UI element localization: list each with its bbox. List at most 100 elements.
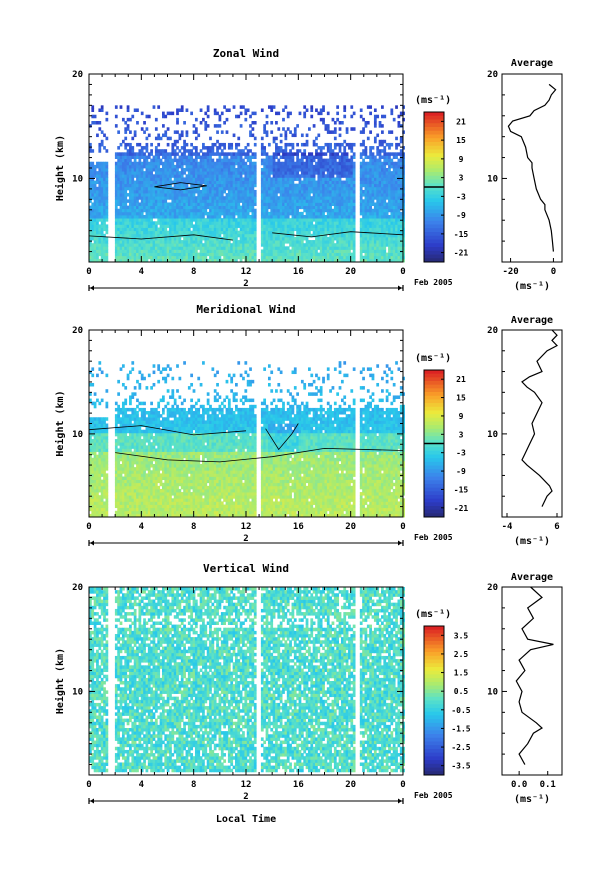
colorbar-tick-label: -15 xyxy=(454,230,469,239)
x-tick-label: 20 xyxy=(345,780,356,790)
colorbar-tick-label: -3 xyxy=(456,192,466,201)
average-x-label: (ms⁻¹) xyxy=(514,794,550,805)
colorbar-tick-label: -3.5 xyxy=(451,762,470,771)
panel-title: Meridional Wind xyxy=(196,303,295,316)
average-title: Average xyxy=(511,315,553,326)
x-tick-label: 4 xyxy=(139,522,145,532)
y-tick-label: 20 xyxy=(72,326,83,336)
average-x-label: (ms⁻¹) xyxy=(514,281,550,292)
average-title: Average xyxy=(511,58,553,69)
colorbar-unit: (ms⁻¹) xyxy=(415,609,451,620)
x-tick-label: 0 xyxy=(86,267,91,277)
average-y-tick-label: 10 xyxy=(487,687,498,697)
colorbar: (ms⁻¹) 21 15 9 3 -3 -9 -15 -21 xyxy=(415,353,468,517)
colorbar-tick-label: 21 xyxy=(456,117,466,126)
day-axis: 2 xyxy=(89,534,403,546)
x-tick-label: 0 xyxy=(86,780,91,790)
colorbar-tick-label: -21 xyxy=(454,249,469,258)
panel-meridional: Meridional Wind 0 4 8 12 16 20 0 10 20 Height (km)… xyxy=(54,303,562,547)
colorbar-tick-label: -9 xyxy=(456,467,466,476)
x-tick-label: 4 xyxy=(139,267,145,277)
colorbar-tick-label: 9 xyxy=(459,412,464,421)
x-tick-label: 8 xyxy=(191,522,196,532)
x-tick-label: 12 xyxy=(241,522,252,532)
x-tick-label: 0 xyxy=(86,522,91,532)
x-tick-label: 8 xyxy=(191,780,196,790)
colorbar-tick-label: 1.5 xyxy=(454,669,469,678)
colorbar-tick-label: 15 xyxy=(456,394,466,403)
y-tick-label: 10 xyxy=(72,687,83,697)
colorbar-tick-label: -1.5 xyxy=(451,724,470,733)
colorbar: (ms⁻¹) 21 15 9 3 -3 -9 -15 -21 xyxy=(415,95,468,262)
colorbar-tick-label: 2.5 xyxy=(454,650,469,659)
y-axis-label: Height (km) xyxy=(54,648,66,714)
colorbar-tick-label: 3.5 xyxy=(454,631,469,640)
colorbar-tick-label: -9 xyxy=(456,211,466,220)
average-x-tick-label: 6 xyxy=(554,522,559,532)
y-tick-label: 20 xyxy=(72,70,83,80)
colorbar-unit: (ms⁻¹) xyxy=(415,95,451,106)
colorbar-tick-label: 3 xyxy=(459,430,464,439)
x-tick-label: 16 xyxy=(293,780,304,790)
average-y-tick-label: 10 xyxy=(487,174,498,184)
average-x-label: (ms⁻¹) xyxy=(514,536,550,547)
panel-title: Vertical Wind xyxy=(203,562,289,575)
colorbar-tick-label: -0.5 xyxy=(451,706,470,715)
colorbar-tick-label: 15 xyxy=(456,136,466,145)
x-tick-label: 20 xyxy=(345,522,356,532)
y-axis-label: Height (km) xyxy=(54,390,66,456)
heatmap-cells xyxy=(89,361,405,517)
average-x-tick-label: -20 xyxy=(502,267,518,277)
panel-title: Zonal Wind xyxy=(213,47,279,60)
y-axis-label: Height (km) xyxy=(54,135,66,201)
figure: Zonal Wind0 4 8 12 16 20 01020Height (km)2 Feb … xyxy=(0,0,616,873)
colorbar-tick-label: 9 xyxy=(459,155,464,164)
average-title: Average xyxy=(511,572,553,583)
colorbar-unit: (ms⁻¹) xyxy=(415,353,451,364)
average-y-tick-label: 20 xyxy=(487,326,498,336)
x-tick-label: 16 xyxy=(293,267,304,277)
average-panel: Average 10 20 0.0 0.1 (ms⁻¹) xyxy=(487,572,562,805)
x-tick-label: 12 xyxy=(241,267,252,277)
average-x-tick-label: 0 xyxy=(551,267,556,277)
average-x-tick-label: 0.0 xyxy=(511,780,527,790)
day-label: 2 xyxy=(243,534,248,544)
colorbar-tick-label: -21 xyxy=(454,504,469,513)
colorbar-tick-label: -3 xyxy=(456,449,466,458)
x-tick-label: 0 xyxy=(400,267,405,277)
y-tick-label: 20 xyxy=(72,583,83,593)
y-tick-label: 10 xyxy=(72,430,83,440)
panel-vertical: Vertical Wind 0 4 8 12 16 20 0 10 20 Height (km) 2 F… xyxy=(54,562,562,805)
average-y-tick-label: 20 xyxy=(487,70,498,80)
x-axis-label: Local Time xyxy=(216,813,276,825)
average-profile-line xyxy=(522,330,557,507)
heatmap-cells xyxy=(89,587,405,772)
colorbar-tick-label: 0.5 xyxy=(454,687,469,696)
colorbar: (ms⁻¹) 3.5 2.5 1.5 0.5 -0.5 -1.5 -2.5 -3.5 xyxy=(415,609,471,775)
average-profile-line xyxy=(508,84,555,251)
average-x-tick-label: -4 xyxy=(502,522,513,532)
average-y-tick-label: 10 xyxy=(487,430,498,440)
colorbar-tick-label: -15 xyxy=(454,485,469,494)
x-tick-label: 0 xyxy=(400,780,405,790)
x-tick-label: 0 xyxy=(400,522,405,532)
colorbar-tick-label: -2.5 xyxy=(451,743,470,752)
day-label: 2 xyxy=(243,279,248,289)
day-axis: 2 xyxy=(89,792,403,804)
colorbar-tick-label: 3 xyxy=(459,174,464,183)
average-profile-line xyxy=(516,587,553,765)
day-label: 2 xyxy=(243,792,248,802)
x-tick-label: 16 xyxy=(293,522,304,532)
x-tick-label: 20 xyxy=(345,267,356,277)
average-panel: Average 10 20 -20 0(ms⁻¹) xyxy=(487,58,562,292)
colorbar-tick-label: 21 xyxy=(456,375,466,384)
average-y-tick-label: 20 xyxy=(487,583,498,593)
date-label: Feb 2005 xyxy=(414,533,453,542)
x-tick-label: 4 xyxy=(139,780,145,790)
average-x-tick-label: 0.1 xyxy=(540,780,556,790)
x-tick-label: 12 xyxy=(241,780,252,790)
date-label: Feb 2005 xyxy=(414,278,453,287)
date-label: Feb 2005 xyxy=(414,791,453,800)
average-panel: Average 10 20 -4 6 (ms⁻¹) xyxy=(487,315,562,547)
